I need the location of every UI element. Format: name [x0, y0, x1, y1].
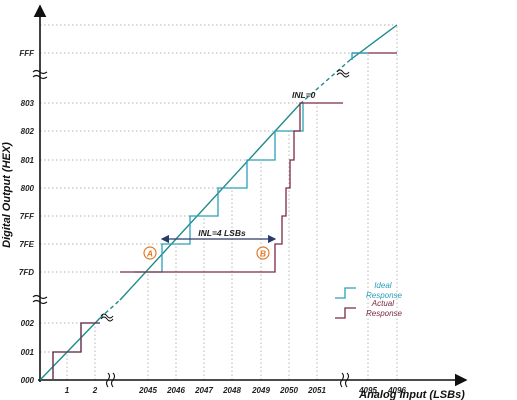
y-tick-800: 800: [21, 184, 35, 193]
inl-four-label: INL=4 LSBs: [198, 228, 246, 238]
svg-text:A: A: [146, 249, 153, 259]
y-tick-801: 801: [21, 156, 35, 165]
x-tick-2047: 2047: [194, 386, 213, 395]
y-axis-label: Digital Output (HEX): [1, 142, 13, 248]
x-tick-2: 2: [92, 386, 98, 395]
x-axis-break: [105, 372, 350, 388]
y-axis-break: [32, 69, 48, 305]
x-tick-2051: 2051: [307, 386, 326, 395]
axes: [32, 4, 468, 388]
grid-lines: [40, 24, 398, 380]
y-tick-803: 803: [21, 99, 35, 108]
inl-zero-label: INL=0: [292, 90, 316, 100]
y-tick-802: 802: [21, 127, 35, 136]
x-tick-4095: 4095: [358, 386, 377, 395]
y-tick-7fd: 7FD: [19, 268, 34, 277]
y-tick-000: 000: [21, 376, 35, 385]
x-axis-label: Analog Input (LSBs): [358, 389, 465, 400]
x-tick-2048: 2048: [222, 386, 241, 395]
actual-staircase: [52, 52, 397, 380]
ideal-top-step: [351, 52, 368, 60]
ideal-diagonal: [39, 24, 398, 381]
legend-actual-label: Actual Response: [366, 299, 403, 318]
x-tick-2045: 2045: [138, 386, 157, 395]
marker-a: A: [143, 246, 157, 260]
x-tick-2050: 2050: [279, 386, 298, 395]
x-tick-2046: 2046: [166, 386, 185, 395]
x-tick-2049: 2049: [251, 386, 270, 395]
y-tick-7ff: 7FF: [20, 212, 35, 221]
y-tick-002: 002: [21, 319, 35, 328]
y-tick-fff: FFF: [19, 49, 35, 58]
y-tick-001: 001: [21, 348, 35, 357]
legend: Ideal Response Actual Response: [335, 281, 403, 319]
marker-b: B: [256, 246, 270, 260]
x-tick-labels: 1 2 2045 2046 2047 2048 2049 2050 2051 4…: [65, 386, 407, 395]
x-tick-4096: 4096: [387, 386, 406, 395]
x-tick-1: 1: [65, 386, 70, 395]
y-tick-labels: FFF 803 802 801 800 7FF 7FE 7FD 002 001 …: [19, 49, 35, 385]
y-tick-7fe: 7FE: [19, 240, 34, 249]
svg-text:B: B: [260, 249, 266, 259]
diagonal-breaks: [100, 69, 350, 322]
legend-ideal-swatch: [335, 287, 356, 299]
legend-ideal-label: Ideal Response: [366, 281, 403, 300]
ideal-staircase: [52, 103, 304, 380]
legend-actual-swatch: [335, 307, 356, 319]
